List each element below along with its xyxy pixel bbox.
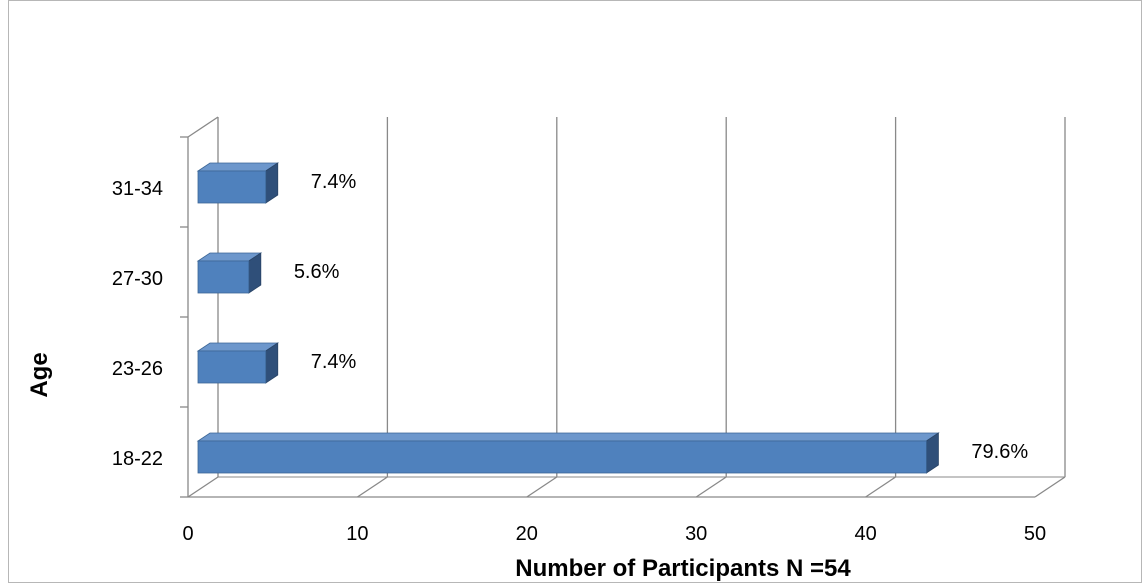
- x-tick-label: 40: [854, 523, 876, 545]
- y-axis-title: Age: [26, 352, 53, 397]
- floor-gridline-20: [526, 476, 558, 498]
- x-tick-label: 10: [346, 523, 368, 545]
- data-label: 7.4%: [311, 171, 357, 193]
- bars: [196, 162, 940, 474]
- data-label: 7.4%: [311, 351, 357, 373]
- floor-gridline-30: [695, 476, 727, 498]
- bar-top-18-22: [196, 432, 940, 442]
- x-tick-label: 0: [182, 523, 193, 545]
- floor-gridline-0: [187, 476, 219, 498]
- y-tick-label: 31-34: [112, 178, 163, 200]
- x-axis-title: Number of Participants N =54: [515, 555, 851, 582]
- x-tick-label: 20: [516, 523, 538, 545]
- floor-gridline-40: [865, 476, 896, 498]
- bar-23-26: [197, 350, 267, 384]
- data-labels: 79.6% 7.4% 5.6% 7.4%: [294, 171, 1029, 463]
- data-label: 79.6%: [971, 441, 1028, 463]
- bar-top-23-26: [196, 342, 280, 352]
- y-tick-label: 23-26: [112, 358, 163, 380]
- floor-gridline-10: [357, 476, 388, 498]
- bar-31-34: [197, 170, 267, 204]
- x-tick-label: 50: [1024, 523, 1046, 545]
- y-tick-label: 18-22: [112, 448, 163, 470]
- side-wall-top: [187, 116, 219, 138]
- floor-gridline-50: [1034, 476, 1066, 498]
- axes: 0 10 20 30 40 50 18-22 23-26 27-30 31-34: [112, 116, 1046, 545]
- bar-27-30: [197, 260, 250, 294]
- bar-18-22: [197, 440, 927, 474]
- bar-top-31-34: [196, 162, 280, 172]
- y-tick-label: 27-30: [112, 268, 163, 290]
- chart-frame: [8, 0, 1142, 583]
- data-label: 5.6%: [294, 261, 340, 283]
- x-tick-label: 30: [685, 523, 707, 545]
